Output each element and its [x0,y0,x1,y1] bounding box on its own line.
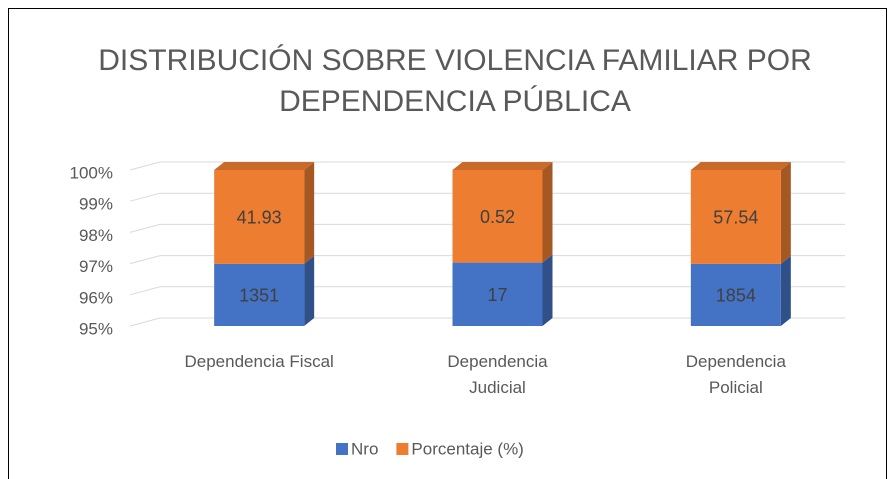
grid-line [129,286,845,296]
bar-top [214,162,315,170]
legend-swatch [336,443,348,455]
data-label: 41.93 [237,208,282,228]
y-tick-label: 100% [70,163,113,182]
y-tick-label: 98% [79,226,113,245]
bar [214,263,305,326]
chart-title: DISTRIBUCIÓN SOBRE VIOLENCIA FAMILIAR PO… [98,44,811,118]
y-tick-label: 96% [79,288,113,307]
grid-line [129,161,845,171]
x-tick-label: Dependencia Judicial [447,352,548,397]
bar [690,263,781,326]
x-tick-label: Dependencia Fiscal [184,352,334,371]
legend-label: Nro [351,439,378,458]
bar-side [542,162,553,263]
data-label: 1351 [239,286,279,306]
bar-side [780,255,791,326]
data-label: 1854 [716,286,756,306]
bar-side [304,162,315,264]
bar-top [452,162,553,170]
chart-frame [8,8,887,479]
grid-line [129,223,845,233]
y-tick-label: 99% [79,195,113,214]
bar-side [304,255,315,326]
y-tick-label: 95% [79,319,113,338]
bar [452,170,543,263]
data-label: 57.54 [713,208,758,228]
bar [214,170,305,264]
bar [452,262,543,326]
grid-line [129,255,845,265]
grid-line [129,317,845,327]
legend-label: Porcentaje (%) [411,439,523,458]
legend-swatch [396,443,409,455]
data-label: 0.52 [480,207,515,227]
bar-side [780,162,791,264]
bar-side [542,254,553,326]
y-tick-label: 97% [79,257,113,276]
x-tick-label: Dependencia Policial [685,352,786,397]
grid-line [129,192,845,202]
bar-top [690,162,791,170]
bar [690,170,781,264]
data-label: 17 [487,285,507,305]
